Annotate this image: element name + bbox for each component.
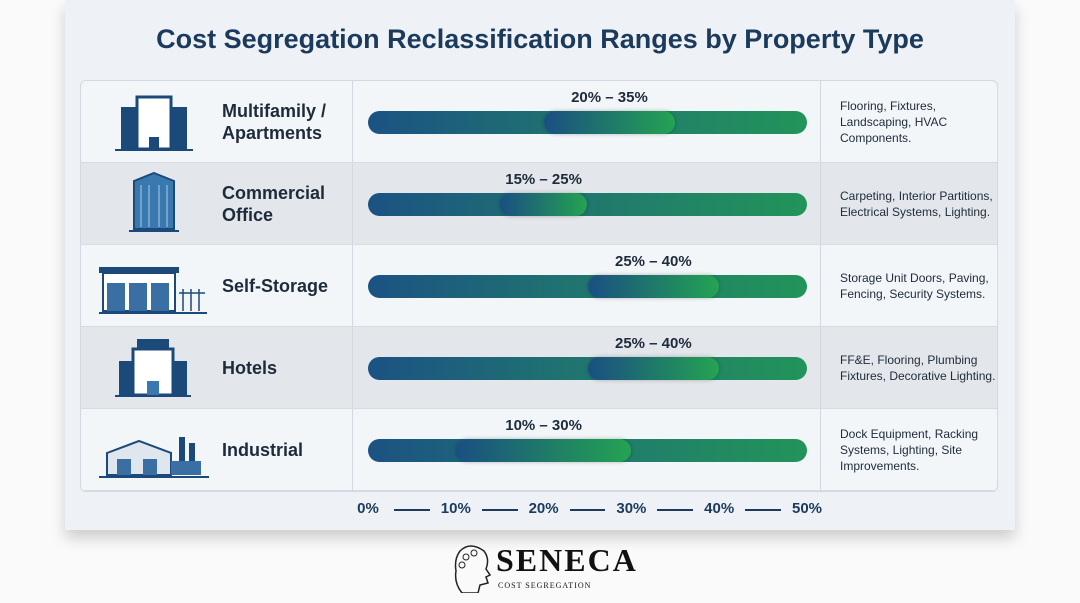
table-row: Industrial 10% – 30% Dock Equipment, Rac… [81,409,997,491]
component-description: Dock Equipment, Racking Systems, Lightin… [840,427,979,473]
column-divider [820,163,821,244]
property-type: Multifamily / Apartments [222,101,327,143]
column-divider [820,245,821,326]
property-type: Industrial [222,440,304,460]
range-track [368,275,807,298]
range-bar [499,193,588,216]
x-tick-label: 10% [440,500,471,517]
range-label: 10% – 30% [505,417,582,434]
component-description: Flooring, Fixtures, Landscaping, HVAC Co… [840,99,948,145]
logo-brand: SENECA [496,542,638,578]
range-label: 25% – 40% [614,253,692,270]
range-track [368,357,807,380]
range-label: 15% – 25% [505,171,582,188]
column-divider [352,163,353,244]
seneca-logo: SENECA COST SEGREGATION [450,543,650,597]
x-tick-label: 20% [528,500,559,517]
column-divider [820,409,821,490]
x-tick-label: 30% [616,500,647,517]
chart-title: Cost Segregation Reclassification Ranges… [156,24,924,54]
range-bar [587,275,720,298]
factory-icon [99,437,209,478]
range-bar [455,439,632,462]
hotel-icon [115,339,191,397]
column-divider [352,409,353,490]
component-description: FF&E, Flooring, Plumbing Fixtures, Decor… [840,353,996,383]
component-description: Storage Unit Doors, Paving, Fencing, Sec… [840,271,989,301]
range-track [368,193,807,216]
range-table: Multifamily / Apartments 20% – 35% Floor… [80,80,998,492]
storage-facility-icon [99,267,207,314]
property-type: Self-Storage [222,276,329,296]
column-divider [820,81,821,162]
range-track [368,111,807,134]
x-tick-label: 0% [357,500,379,517]
table-row: Multifamily / Apartments 20% – 35% Floor… [81,81,997,163]
property-type: Hotels [222,358,278,378]
apartment-building-icon [115,95,193,151]
office-tower-icon [129,171,179,232]
column-divider [352,245,353,326]
table-row: Hotels 25% – 40% FF&E, Flooring, Plumbin… [81,327,997,409]
column-divider [820,327,821,408]
axis-dash [569,509,606,511]
x-tick-label: 50% [791,500,823,517]
range-label: 20% – 35% [571,89,648,106]
range-label: 25% – 40% [614,335,692,352]
component-description: Carpeting, Interior Partitions, Electric… [840,189,993,219]
range-bar [543,111,676,134]
column-divider [352,81,353,162]
x-tick-label: 40% [704,500,735,517]
axis-dash [657,509,694,511]
column-divider [352,327,353,408]
axis-dash [394,509,430,511]
axis-dash [481,509,518,511]
axis-dash [745,509,781,511]
table-row: Commercial Office 15% – 25% Carpeting, I… [81,163,997,245]
range-bar [587,357,720,380]
table-row: Self-Storage 25% – 40% Storage Unit Door… [81,245,997,327]
property-type: Commercial Office [222,183,326,225]
bust-icon [454,545,492,594]
infographic-card: Cost Segregation Reclassification Ranges… [65,0,1015,530]
x-axis: 0% 10% 20% 30% 40% 50% [65,500,1015,520]
range-track [368,439,807,462]
logo-subtitle: COST SEGREGATION [498,581,592,590]
